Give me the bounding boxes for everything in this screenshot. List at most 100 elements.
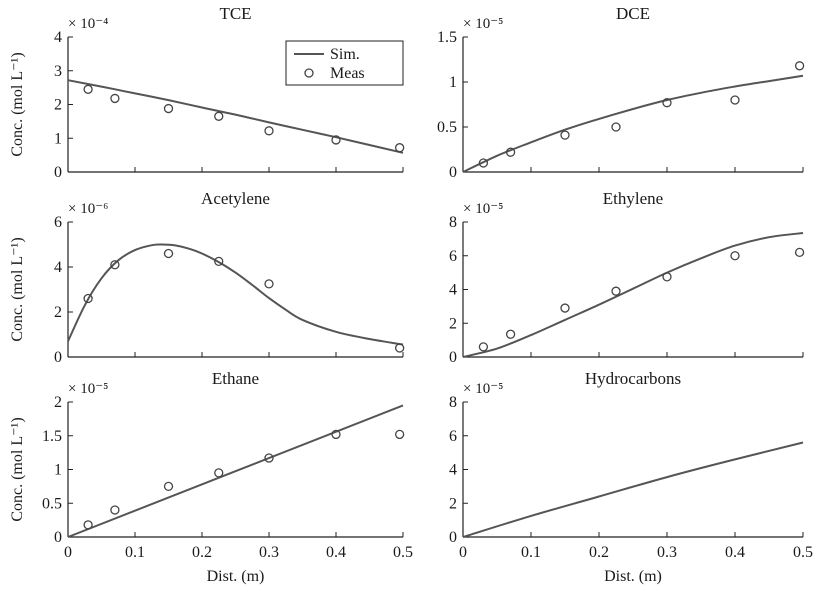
meas-point (264, 453, 274, 463)
panel-hydrocarbons: 0 2 4 6 8 0 0.1 0.2 0.3 0.4 0.5 Hydrocarbons × 10⁻⁵ D… (449, 369, 813, 585)
meas-point (730, 95, 740, 105)
meas-point (163, 481, 174, 492)
x-tick-label: 0.4 (326, 544, 346, 561)
meas-point (214, 256, 224, 267)
meas-point (110, 93, 120, 104)
meas-point (394, 143, 405, 153)
x-tick-label: 0.2 (589, 544, 609, 561)
meas-point (794, 61, 805, 71)
x-axis-label: Dist. (m) (604, 568, 662, 585)
y-axis-label: Conc. (mol L⁻¹) (9, 417, 26, 521)
meas-point (505, 329, 516, 339)
y-tick-label: 1 (449, 74, 457, 91)
y-tick-label: 1.5 (42, 428, 62, 445)
meas-point (110, 260, 120, 270)
y-tick-label: 4 (54, 29, 62, 46)
x-tick-label: 0.3 (657, 544, 677, 561)
x-tick-label: 0.2 (192, 544, 212, 561)
y-tick-label: 0 (54, 164, 62, 181)
x-tick-label: 0.5 (393, 544, 413, 561)
panel-title: Ethane (212, 369, 259, 388)
x-tick-label: 0.1 (125, 544, 145, 561)
legend-meas-swatch (304, 68, 314, 78)
meas-point (163, 248, 174, 259)
meas-point (331, 429, 341, 440)
axis-multiplier: × 10⁻⁵ (463, 16, 503, 32)
meas-point (83, 293, 93, 304)
panel-acetylene: 0 2 4 6 Acetylene × 10⁻⁶ Conc. (mol L⁻¹) (9, 189, 405, 366)
meas-point (394, 429, 405, 440)
y-tick-label: 0 (449, 529, 457, 546)
axis-multiplier: × 10⁻⁵ (463, 201, 503, 217)
sim-line-acetylene (67, 243, 404, 346)
meas-point (331, 135, 341, 145)
meas-point (214, 468, 224, 478)
y-tick-label: 2 (54, 394, 62, 411)
meas-point (505, 147, 516, 157)
meas-point (611, 122, 621, 132)
meas-point (394, 343, 405, 353)
meas-point (478, 158, 489, 168)
x-tick-label: 0 (459, 544, 467, 561)
y-tick-label: 1 (54, 130, 62, 147)
meas-point (560, 303, 570, 313)
x-tick-label: 0 (64, 544, 72, 561)
y-tick-label: 0 (449, 164, 457, 181)
meas-point (560, 130, 570, 140)
y-tick-label: 3 (54, 63, 62, 80)
y-tick-label: 0 (449, 349, 457, 366)
x-tick-label: 0.1 (521, 544, 541, 561)
meas-point (264, 279, 274, 289)
legend-box (285, 40, 404, 86)
axis-multiplier: × 10⁻⁵ (68, 381, 108, 397)
y-tick-label: 0.5 (42, 495, 62, 512)
meas-point (611, 286, 621, 296)
legend-meas-label: Meas (330, 65, 365, 82)
panel-tce: 0 1 2 3 4 TCE × 10⁻⁴ Conc. (mol L⁻¹) Sim. Meas (9, 4, 405, 181)
y-tick-label: 6 (449, 428, 457, 445)
y-tick-label: 2 (54, 304, 62, 321)
legend: Sim. Meas (285, 40, 404, 86)
y-tick-label: 8 (449, 394, 457, 411)
legend-sim-label: Sim. (330, 46, 360, 63)
panel-title: TCE (219, 4, 251, 23)
y-tick-label: 2 (449, 495, 457, 512)
panel-dce: 0 0.5 1 1.5 DCE × 10⁻⁵ (437, 4, 805, 181)
y-tick-label: 4 (449, 282, 457, 299)
y-tick-label: 1 (54, 462, 62, 479)
panel-title: Ethylene (603, 189, 663, 208)
meas-point (110, 505, 120, 515)
y-tick-label: 4 (54, 259, 62, 276)
panel-title: Hydrocarbons (585, 369, 681, 388)
y-tick-label: 0 (54, 529, 62, 546)
y-axis-label: Conc. (mol L⁻¹) (9, 52, 26, 156)
meas-point (478, 342, 489, 352)
y-tick-label: 6 (449, 248, 457, 265)
panel-title: Acetylene (201, 189, 270, 208)
meas-point (163, 103, 174, 114)
meas-point (83, 520, 93, 530)
sim-line-ethylene (462, 232, 804, 358)
y-tick-label: 6 (54, 214, 62, 231)
y-tick-label: 2 (54, 97, 62, 114)
sim-line-tce (67, 79, 404, 154)
meas-point (730, 251, 740, 261)
meas-point (83, 84, 93, 94)
meas-point (794, 247, 805, 258)
y-tick-label: 1.5 (437, 29, 457, 46)
x-axis-label: Dist. (m) (207, 568, 265, 585)
sim-line-dce (462, 74, 804, 173)
y-tick-label: 0 (54, 349, 62, 366)
meas-point (662, 98, 672, 108)
panel-ethane: 0 0.5 1 1.5 2 0 0.1 0.2 0.3 0.4 0.5 Ethane × 10⁻⁵ Con… (9, 369, 413, 585)
meas-point (214, 111, 224, 121)
y-axis-label: Conc. (mol L⁻¹) (9, 237, 26, 341)
y-tick-label: 4 (449, 462, 457, 479)
x-tick-label: 0.3 (259, 544, 279, 561)
axis-multiplier: × 10⁻⁶ (68, 201, 108, 217)
axis-multiplier: × 10⁻⁴ (68, 16, 108, 32)
y-tick-label: 2 (449, 315, 457, 332)
sim-line-ethane (67, 404, 404, 538)
meas-point (662, 272, 672, 282)
